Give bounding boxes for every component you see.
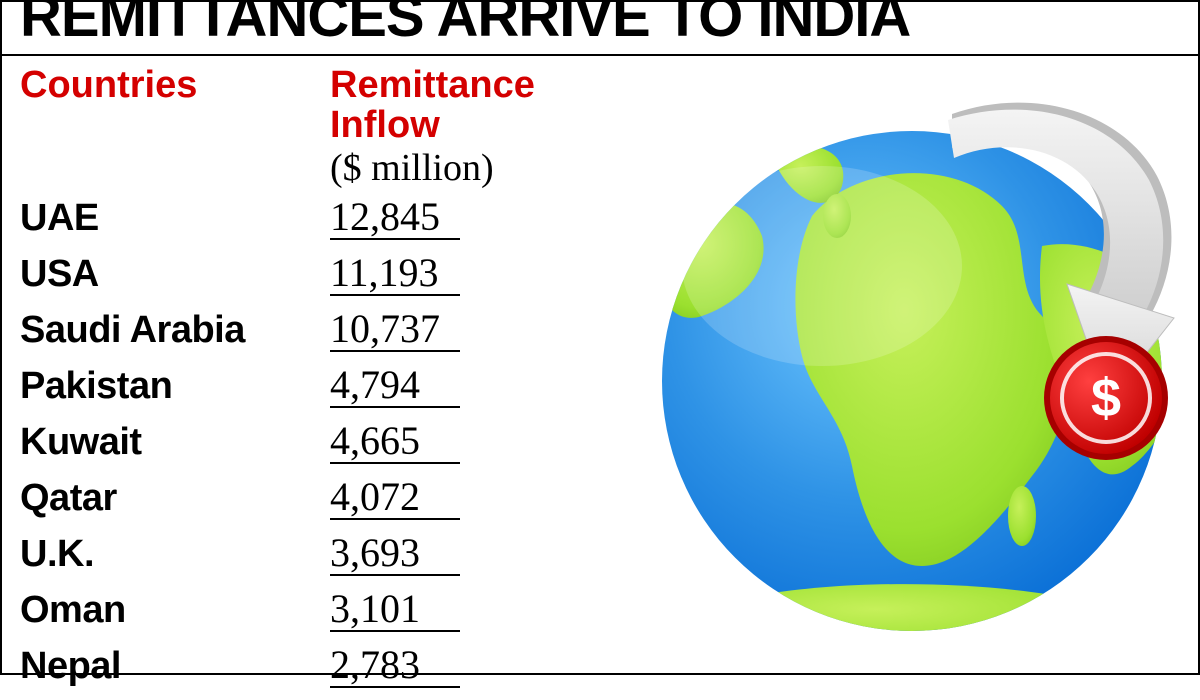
value-cell: 3,101: [330, 588, 460, 632]
table-row: Kuwait4,665: [20, 420, 632, 476]
value-cell: 3,693: [330, 532, 460, 576]
country-cell: Oman: [20, 589, 330, 632]
country-cell: UAE: [20, 197, 330, 240]
country-cell: USA: [20, 253, 330, 296]
table-row: UAE12,845: [20, 196, 632, 252]
value-cell: 10,737: [330, 308, 460, 352]
country-cell: U.K.: [20, 533, 330, 576]
table-row: Qatar4,072: [20, 476, 632, 532]
country-cell: Nepal: [20, 645, 330, 688]
value-cell: 4,665: [330, 420, 460, 464]
country-cell: Saudi Arabia: [20, 309, 330, 352]
value-cell: 2,783: [330, 644, 460, 688]
table-row: U.K.3,693: [20, 532, 632, 588]
table-row: Nepal2,783: [20, 644, 632, 700]
country-cell: Pakistan: [20, 365, 330, 408]
country-cell: Qatar: [20, 477, 330, 520]
table-row: Pakistan4,794: [20, 364, 632, 420]
value-cell: 11,193: [330, 252, 460, 296]
infographic-frame: REMITTANCES ARRIVE TO INDIA Countries Re…: [0, 0, 1200, 675]
header-unit: ($ million): [330, 148, 632, 190]
table-header-row: Countries Remittance Inflow ($ million): [20, 66, 632, 190]
table-row: Oman3,101: [20, 588, 632, 644]
svg-text:$: $: [1091, 368, 1121, 428]
table-row: USA11,193: [20, 252, 632, 308]
globe-illustration: $: [652, 96, 1172, 616]
header-countries: Countries: [20, 66, 330, 106]
content-row: Countries Remittance Inflow ($ million) …: [2, 56, 1198, 663]
country-cell: Kuwait: [20, 421, 330, 464]
table-area: Countries Remittance Inflow ($ million) …: [2, 56, 632, 663]
table-rows: UAE12,845USA11,193Saudi Arabia10,737Paki…: [20, 196, 632, 700]
value-cell: 4,072: [330, 476, 460, 520]
header-inflow: Remittance Inflow: [330, 66, 632, 146]
table-row: Saudi Arabia10,737: [20, 308, 632, 364]
title: REMITTANCES ARRIVE TO INDIA: [2, 0, 1198, 54]
value-cell: 4,794: [330, 364, 460, 408]
illustration-area: $: [632, 56, 1198, 663]
value-cell: 12,845: [330, 196, 460, 240]
dollar-coin-icon: $: [1044, 336, 1168, 460]
